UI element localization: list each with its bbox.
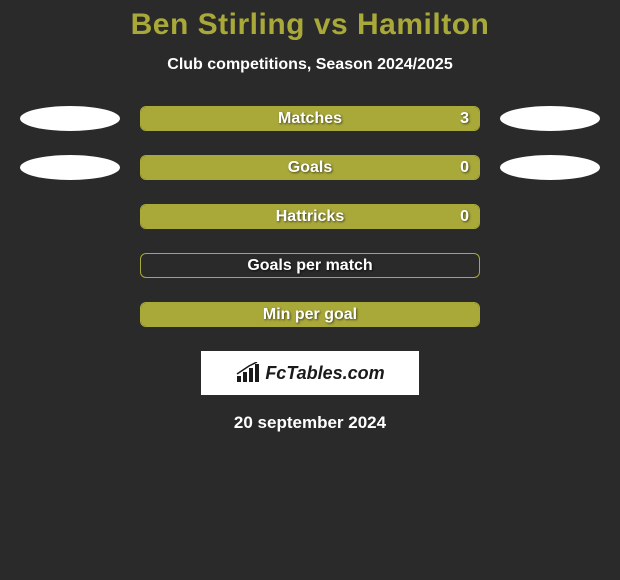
stat-row: Goals per match	[0, 253, 620, 278]
left-placeholder	[20, 253, 120, 278]
right-placeholder	[500, 204, 600, 229]
stat-bar-value: 3	[460, 107, 469, 130]
stat-bar-value: 0	[460, 156, 469, 179]
brand-logo: FcTables.com	[201, 351, 419, 395]
subtitle: Club competitions, Season 2024/2025	[0, 56, 620, 74]
stat-bar-label: Goals per match	[141, 254, 479, 277]
stat-bar: Min per goal	[140, 302, 480, 327]
right-placeholder	[500, 302, 600, 327]
stat-bar-label: Min per goal	[141, 303, 479, 326]
brand-logo-text: FcTables.com	[265, 363, 384, 384]
stat-row: Min per goal	[0, 302, 620, 327]
page-title: Ben Stirling vs Hamilton	[0, 8, 620, 42]
stat-bar-label: Goals	[141, 156, 479, 179]
stat-row: Hattricks0	[0, 204, 620, 229]
stats-card: Ben Stirling vs Hamilton Club competitio…	[0, 0, 620, 433]
left-placeholder	[20, 302, 120, 327]
stat-bar: Goals per match	[140, 253, 480, 278]
stat-bar-label: Hattricks	[141, 205, 479, 228]
right-ellipse	[500, 155, 600, 180]
stat-row: Matches3	[0, 106, 620, 131]
right-placeholder	[500, 253, 600, 278]
stat-bar: Goals0	[140, 155, 480, 180]
stat-bar-value: 0	[460, 205, 469, 228]
right-ellipse	[500, 106, 600, 131]
stat-bar: Hattricks0	[140, 204, 480, 229]
left-ellipse	[20, 155, 120, 180]
stat-bar: Matches3	[140, 106, 480, 131]
stat-bar-label: Matches	[141, 107, 479, 130]
stat-row: Goals0	[0, 155, 620, 180]
stat-rows: Matches3Goals0Hattricks0Goals per matchM…	[0, 106, 620, 327]
date-text: 20 september 2024	[0, 413, 620, 433]
left-ellipse	[20, 106, 120, 131]
bar-chart-icon	[235, 362, 261, 384]
left-placeholder	[20, 204, 120, 229]
